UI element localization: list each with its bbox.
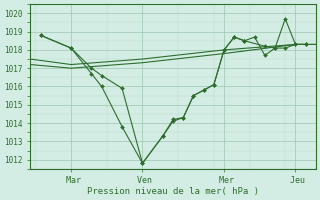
X-axis label: Pression niveau de la mer( hPa ): Pression niveau de la mer( hPa ) <box>87 187 259 196</box>
